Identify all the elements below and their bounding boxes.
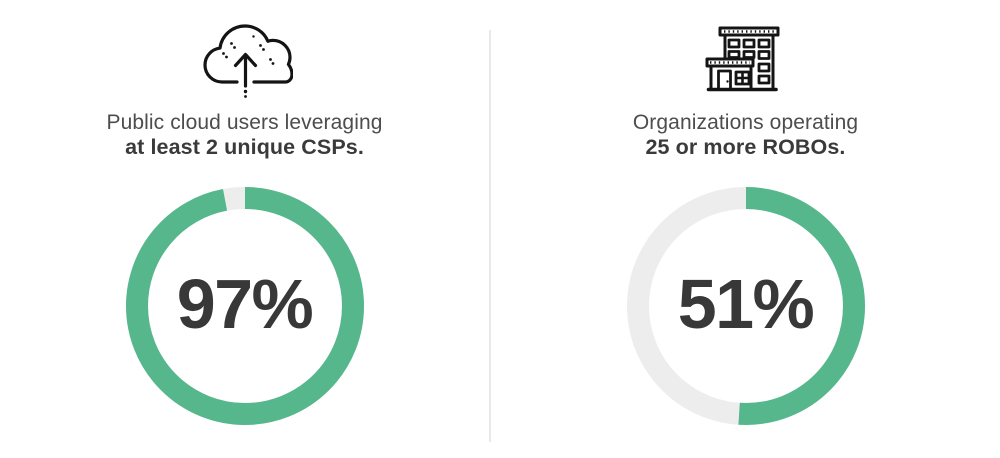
caption-public-cloud: Public cloud users leveraging at least 2…: [106, 110, 382, 160]
donut-chart-robos: 51%: [626, 186, 866, 426]
cloud-upload-icon: [197, 20, 293, 98]
caption-line2: at least 2 unique CSPs.: [125, 135, 364, 159]
caption-line1: Public cloud users leveraging: [106, 111, 383, 134]
divider: [489, 30, 491, 442]
panel-public-cloud: Public cloud users leveraging at least 2…: [0, 0, 489, 458]
percent-value: 51%: [677, 265, 815, 343]
percent-value: 97%: [176, 265, 314, 343]
building-icon: [701, 20, 791, 98]
caption-robos: Organizations operating 25 or more ROBOs…: [633, 110, 858, 160]
panel-robos: Organizations operating 25 or more ROBOs…: [491, 0, 1000, 458]
caption-line2: 25 or more ROBOs.: [645, 135, 846, 159]
donut-chart-csps: 97%: [125, 186, 365, 426]
caption-line1: Organizations operating: [632, 111, 859, 134]
